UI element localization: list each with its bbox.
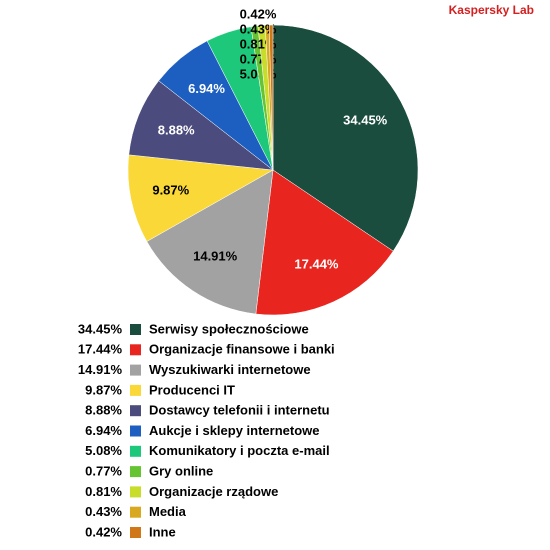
legend-value: 0.42% (85, 524, 122, 539)
slice-label: 0.42% (240, 6, 277, 21)
legend-swatch (130, 486, 141, 498)
legend-value: 6.94% (85, 423, 122, 438)
legend-value: 0.77% (85, 464, 122, 479)
pie-slice (127, 154, 274, 242)
legend-label: Dostawcy telefonii i internetu (149, 403, 330, 418)
legend-label: Serwisy społecznościowe (149, 321, 309, 336)
legend-swatch (130, 466, 141, 478)
legend-label: Komunikatory i poczta e-mail (149, 443, 330, 458)
legend-label: Wyszukiwarki internetowe (149, 362, 311, 377)
legend-label: Organizacje finansowe i banki (149, 342, 335, 357)
legend-swatch (130, 384, 141, 396)
legend-value: 9.87% (85, 382, 122, 397)
pie-slice (268, 24, 274, 171)
legend-value: 14.91% (78, 362, 123, 377)
legend-swatch (130, 425, 141, 437)
legend-value: 0.43% (85, 504, 122, 519)
pie-slice (146, 169, 274, 315)
legend-swatch (130, 506, 141, 518)
legend-swatch (130, 405, 141, 417)
slice-label: 9.87% (152, 183, 189, 198)
pie-slice (128, 80, 274, 171)
legend-label: Inne (149, 524, 176, 539)
legend-swatch (130, 324, 141, 335)
slice-label: 17.44% (294, 256, 339, 271)
pie-slice (255, 169, 394, 316)
legend-label: Media (149, 504, 187, 519)
legend-swatch (130, 527, 141, 538)
legend-label: Aukcje i sklepy internetowe (149, 423, 320, 438)
legend-label: Producenci IT (149, 382, 235, 397)
legend-label: Gry online (149, 464, 213, 479)
pie-slice (272, 24, 419, 252)
slice-label: 0.43% (240, 21, 277, 36)
legend-value: 8.88% (85, 403, 122, 418)
slice-label: 14.91% (193, 248, 238, 263)
slice-label: 8.88% (158, 122, 195, 137)
legend-value: 34.45% (78, 321, 123, 336)
slice-label: 6.94% (188, 81, 225, 96)
legend-swatch (130, 364, 141, 376)
legend-swatch (130, 344, 141, 356)
slice-label: 34.45% (343, 112, 388, 127)
legend-label: Organizacje rządowe (149, 484, 278, 499)
legend-value: 17.44% (78, 342, 123, 357)
legend-swatch (130, 445, 141, 457)
source-label: Kaspersky Lab (449, 3, 534, 17)
legend-value: 0.81% (85, 484, 122, 499)
legend-value: 5.08% (85, 443, 122, 458)
